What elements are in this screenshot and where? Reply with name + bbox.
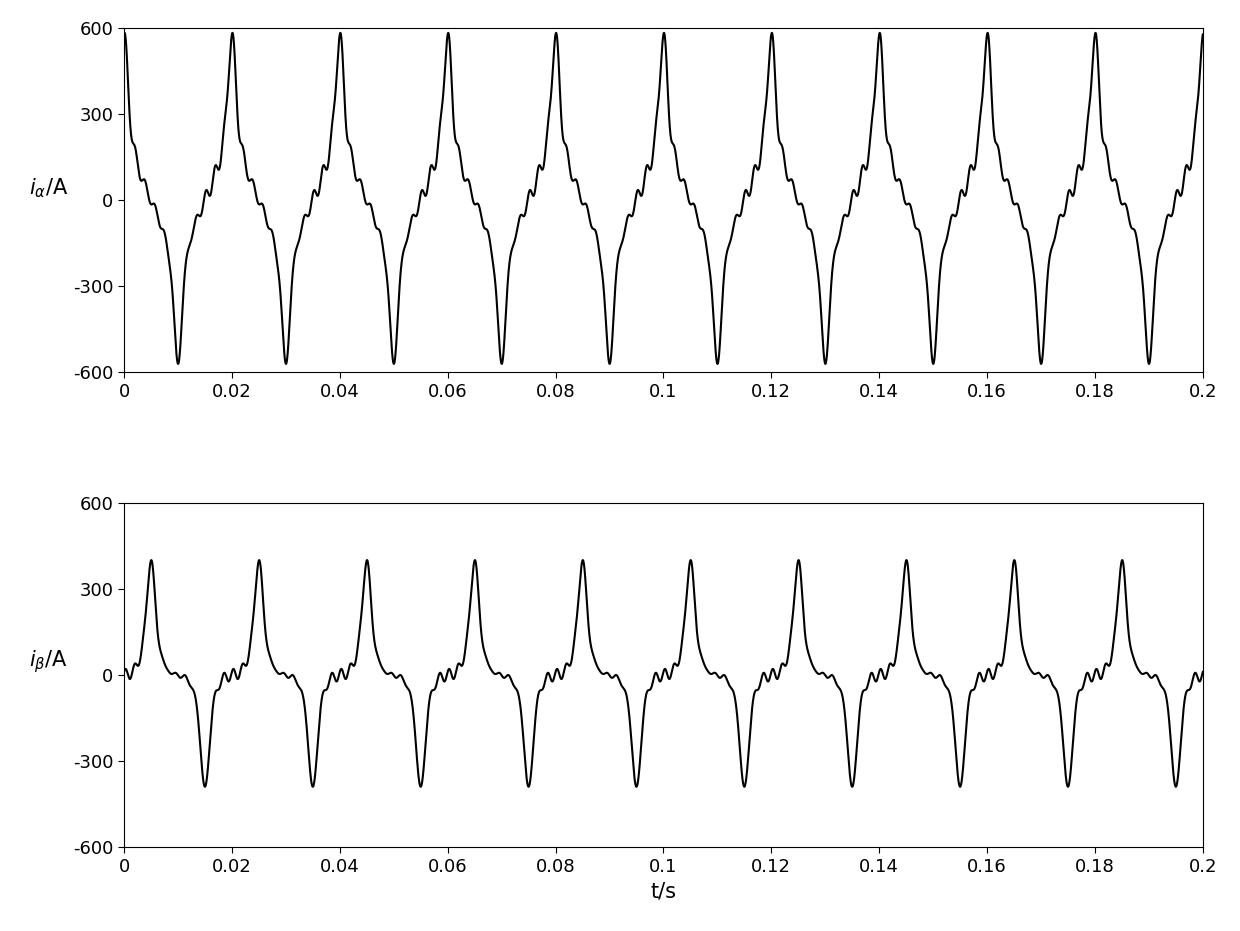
Y-axis label: $i_{\beta}$/A: $i_{\beta}$/A [29,648,68,675]
X-axis label: t/s: t/s [651,881,676,901]
Y-axis label: $i_{\alpha}$/A: $i_{\alpha}$/A [29,177,68,200]
